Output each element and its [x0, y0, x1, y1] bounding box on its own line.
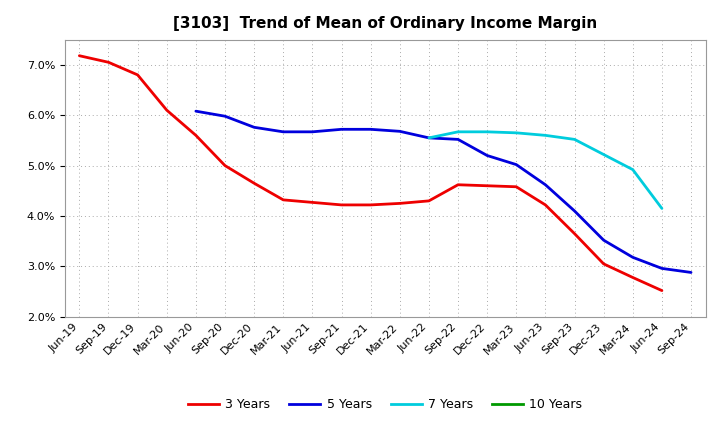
- 3 Years: [483, 183, 492, 188]
- 5 Years: [308, 129, 317, 135]
- 3 Years: [337, 202, 346, 208]
- 3 Years: [192, 133, 200, 138]
- 3 Years: [75, 53, 84, 59]
- 7 Years: [541, 133, 550, 138]
- 3 Years: [629, 275, 637, 280]
- 5 Years: [192, 109, 200, 114]
- 5 Years: [279, 129, 287, 135]
- Line: 7 Years: 7 Years: [429, 132, 662, 209]
- 3 Years: [133, 72, 142, 77]
- 3 Years: [395, 201, 404, 206]
- 7 Years: [425, 135, 433, 140]
- 7 Years: [483, 129, 492, 135]
- Line: 5 Years: 5 Years: [196, 111, 691, 272]
- 5 Years: [657, 266, 666, 271]
- Line: 3 Years: 3 Years: [79, 56, 662, 290]
- 3 Years: [163, 107, 171, 113]
- 5 Years: [570, 208, 579, 213]
- 3 Years: [570, 231, 579, 236]
- 5 Years: [425, 135, 433, 140]
- 5 Years: [337, 127, 346, 132]
- 3 Years: [279, 197, 287, 202]
- 7 Years: [570, 137, 579, 142]
- 7 Years: [454, 129, 462, 135]
- Title: [3103]  Trend of Mean of Ordinary Income Margin: [3103] Trend of Mean of Ordinary Income …: [173, 16, 598, 32]
- 5 Years: [512, 162, 521, 167]
- 3 Years: [512, 184, 521, 189]
- 5 Years: [687, 270, 696, 275]
- 7 Years: [599, 152, 608, 157]
- 5 Years: [454, 137, 462, 142]
- 5 Years: [366, 127, 375, 132]
- 3 Years: [657, 288, 666, 293]
- 7 Years: [512, 130, 521, 136]
- 5 Years: [599, 238, 608, 243]
- 3 Years: [599, 261, 608, 267]
- 5 Years: [395, 128, 404, 134]
- 7 Years: [629, 167, 637, 172]
- 3 Years: [220, 163, 229, 168]
- 3 Years: [250, 180, 258, 186]
- 5 Years: [483, 153, 492, 158]
- 5 Years: [541, 182, 550, 187]
- 5 Years: [629, 255, 637, 260]
- 3 Years: [104, 60, 113, 65]
- Legend: 3 Years, 5 Years, 7 Years, 10 Years: 3 Years, 5 Years, 7 Years, 10 Years: [183, 393, 588, 416]
- 3 Years: [308, 200, 317, 205]
- 3 Years: [541, 202, 550, 208]
- 3 Years: [366, 202, 375, 208]
- 3 Years: [454, 182, 462, 187]
- 5 Years: [220, 114, 229, 119]
- 7 Years: [657, 206, 666, 211]
- 3 Years: [425, 198, 433, 204]
- 5 Years: [250, 125, 258, 130]
